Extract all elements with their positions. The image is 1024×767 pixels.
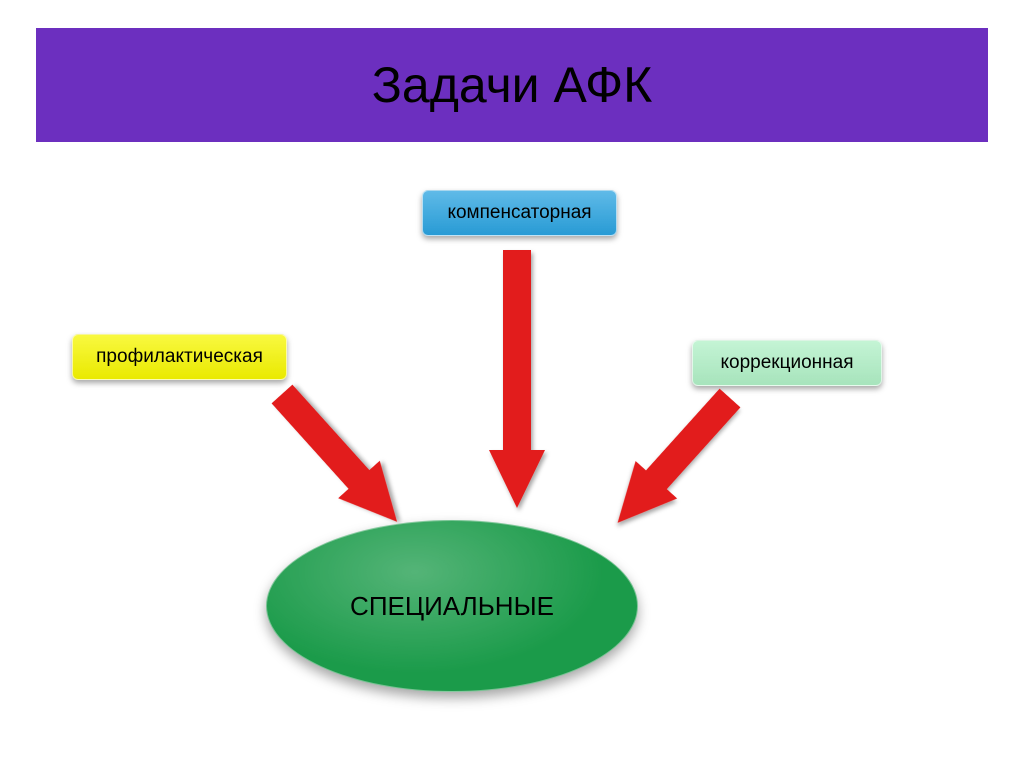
ellipse-special-label: СПЕЦИАЛЬНЫЕ	[350, 591, 554, 622]
ellipse-special: СПЕЦИАЛЬНЫЕ	[266, 520, 638, 692]
